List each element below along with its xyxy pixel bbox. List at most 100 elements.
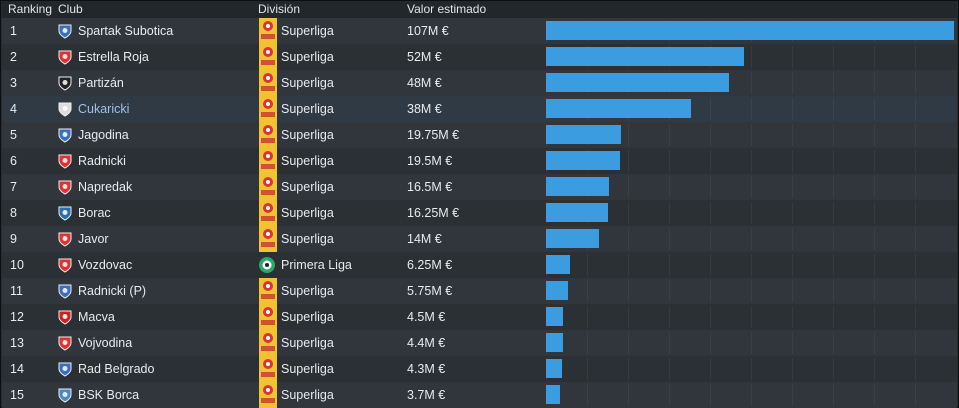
club-name-link[interactable]: Spartak Subotica	[78, 24, 174, 38]
rank-cell: 6	[10, 154, 17, 168]
club-crest-icon	[58, 128, 72, 143]
division-link[interactable]: Primera Liga	[281, 258, 352, 272]
club-name-link[interactable]: Jagodina	[78, 128, 129, 142]
club-crest-icon	[58, 102, 72, 117]
superliga-logo-icon	[259, 148, 277, 174]
table-row[interactable]: 15 BSK Borca Superliga 3.7M €	[2, 382, 957, 408]
division-link[interactable]: Superliga	[281, 388, 334, 402]
table-row[interactable]: 1 Spartak Subotica Superliga 107M €	[2, 18, 957, 44]
table-row[interactable]: 6 Radnicki Superliga 19.5M €	[2, 148, 957, 174]
division-link[interactable]: Superliga	[281, 128, 334, 142]
club-name-link[interactable]: Radnicki (P)	[78, 284, 147, 298]
table-row[interactable]: 13 Vojvodina Superliga 4.4M €	[2, 330, 957, 356]
value-bar-track	[546, 332, 956, 354]
club-name-link[interactable]: Macva	[78, 310, 115, 324]
club-name-link[interactable]: Partizán	[78, 76, 124, 90]
rank-cell: 9	[10, 232, 17, 246]
club-name-link[interactable]: Rad Belgrado	[78, 362, 155, 376]
club-name-link[interactable]: Vojvodina	[78, 336, 133, 350]
division-link[interactable]: Superliga	[281, 76, 334, 90]
superliga-logo-icon	[259, 226, 277, 252]
superliga-logo-icon	[259, 200, 277, 226]
club-name-link[interactable]: Cukaricki	[78, 102, 130, 116]
table-row[interactable]: 3 Partizán Superliga 48M €	[2, 70, 957, 96]
club-name-link[interactable]: Vozdovac	[78, 258, 133, 272]
division-link[interactable]: Superliga	[281, 232, 334, 246]
division-link[interactable]: Superliga	[281, 102, 334, 116]
division-link[interactable]: Superliga	[281, 336, 334, 350]
value-bar	[546, 177, 609, 196]
club-name-link[interactable]: BSK Borca	[78, 388, 140, 402]
value-bar	[546, 125, 621, 144]
division-link[interactable]: Superliga	[281, 180, 334, 194]
value-bar	[546, 359, 562, 378]
table-row[interactable]: 7 Napredak Superliga 16.5M €	[2, 174, 957, 200]
club-crest-icon	[58, 50, 72, 65]
value-bar-track	[546, 124, 956, 146]
value-bar-track	[546, 202, 956, 224]
superliga-logo-icon	[259, 382, 277, 408]
club-column-header[interactable]: Club	[58, 2, 83, 16]
table-header: Ranking Club División Valor estimado	[2, 1, 957, 18]
division-link[interactable]: Superliga	[281, 50, 334, 64]
division-link[interactable]: Superliga	[281, 284, 334, 298]
value-bar	[546, 21, 954, 40]
club-name-link[interactable]: Napredak	[78, 180, 133, 194]
superliga-logo-icon	[259, 18, 277, 44]
division-link[interactable]: Superliga	[281, 24, 334, 38]
club-crest-icon	[58, 206, 72, 221]
estimated-value: 4.3M €	[407, 362, 446, 376]
value-bar	[546, 281, 568, 300]
club-crest-icon	[58, 232, 72, 247]
club-name-link[interactable]: Estrella Roja	[78, 50, 149, 64]
table-row[interactable]: 11 Radnicki (P) Superliga 5.75M €	[2, 278, 957, 304]
club-name-link[interactable]: Borac	[78, 206, 111, 220]
table-row[interactable]: 14 Rad Belgrado Superliga 4.3M €	[2, 356, 957, 382]
ranking-column-header[interactable]: Ranking	[8, 2, 53, 16]
table-row[interactable]: 5 Jagodina Superliga 19.75M €	[2, 122, 957, 148]
estimated-value: 4.5M €	[407, 310, 446, 324]
estimated-value: 16.5M €	[407, 180, 453, 194]
division-link[interactable]: Superliga	[281, 362, 334, 376]
club-name-link[interactable]: Radnicki	[78, 154, 126, 168]
rank-cell: 10	[10, 258, 24, 272]
club-crest-icon	[58, 76, 72, 91]
value-bar	[546, 385, 560, 404]
table-row[interactable]: 4 Cukaricki Superliga 38M €	[2, 96, 957, 122]
value-bar	[546, 47, 744, 66]
primera-liga-logo-icon	[259, 257, 275, 273]
table-row[interactable]: 10 Vozdovac Primera Liga 6.25M €	[2, 252, 957, 278]
division-link[interactable]: Superliga	[281, 310, 334, 324]
club-crest-icon	[58, 180, 72, 195]
value-bar	[546, 151, 620, 170]
superliga-logo-icon	[259, 122, 277, 148]
estimated-value: 52M €	[407, 50, 442, 64]
superliga-logo-icon	[259, 304, 277, 330]
division-link[interactable]: Superliga	[281, 206, 334, 220]
rank-cell: 5	[10, 128, 17, 142]
club-name-link[interactable]: Javor	[78, 232, 109, 246]
division-link[interactable]: Superliga	[281, 154, 334, 168]
rank-cell: 1	[10, 24, 17, 38]
table-row[interactable]: 8 Borac Superliga 16.25M €	[2, 200, 957, 226]
rank-cell: 13	[10, 336, 24, 350]
value-column-header[interactable]: Valor estimado	[407, 2, 487, 16]
value-bar-track	[546, 280, 956, 302]
superliga-logo-icon	[259, 96, 277, 122]
division-column-header[interactable]: División	[258, 2, 301, 16]
club-crest-icon	[58, 24, 72, 39]
estimated-value: 14M €	[407, 232, 442, 246]
rank-cell: 8	[10, 206, 17, 220]
table-row[interactable]: 9 Javor Superliga 14M €	[2, 226, 957, 252]
superliga-logo-icon	[259, 278, 277, 304]
value-bar	[546, 99, 691, 118]
rank-cell: 12	[10, 310, 24, 324]
estimated-value: 19.75M €	[407, 128, 460, 142]
value-bar	[546, 307, 563, 326]
table-row[interactable]: 2 Estrella Roja Superliga 52M €	[2, 44, 957, 70]
value-bar	[546, 73, 729, 92]
table-row[interactable]: 12 Macva Superliga 4.5M €	[2, 304, 957, 330]
value-bar-track	[546, 228, 956, 250]
rank-cell: 4	[10, 102, 17, 116]
